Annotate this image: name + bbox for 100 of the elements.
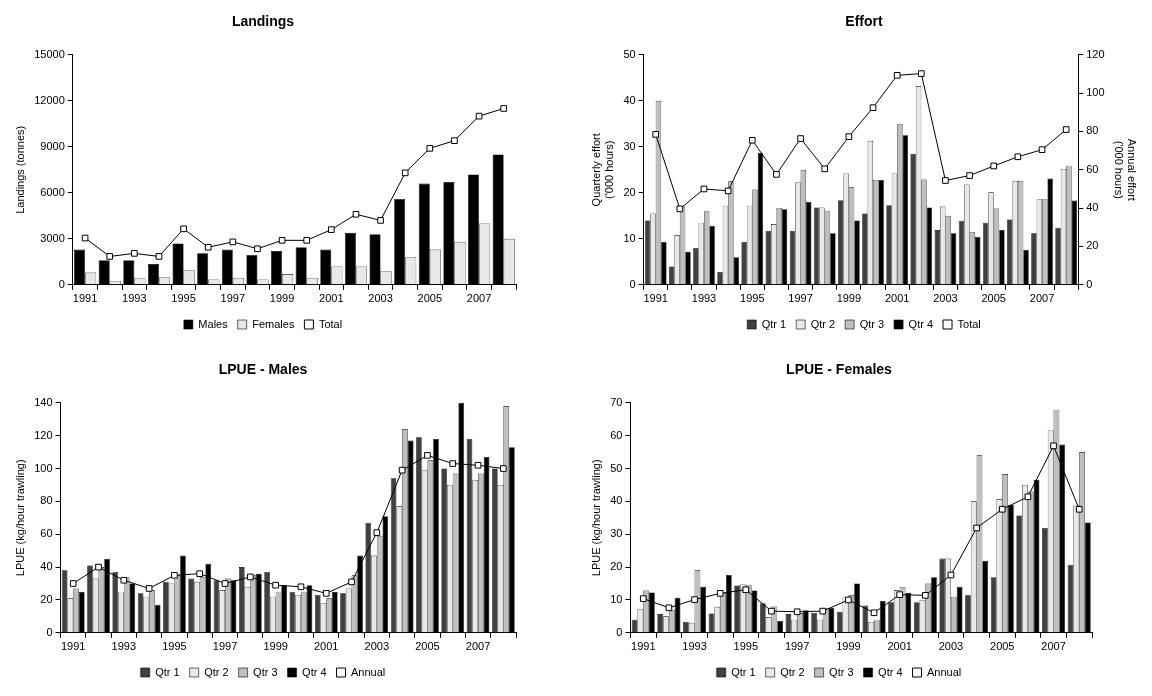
- x-tick-label: 2001: [887, 640, 912, 653]
- x-tick-label: 1995: [162, 640, 187, 653]
- x-tick-label: 2005: [990, 640, 1015, 653]
- y-tick-label: 50: [610, 461, 623, 474]
- point: [500, 465, 507, 472]
- x-tick-label: 1995: [740, 292, 765, 305]
- x-tick-label: 2003: [933, 292, 958, 305]
- legend-label: Qtr 4: [908, 317, 934, 330]
- point: [95, 563, 102, 571]
- y-tick-label: 20: [623, 185, 636, 198]
- legend-label: Qtr 2: [780, 665, 805, 678]
- point: [352, 210, 360, 218]
- point: [398, 466, 406, 474]
- y-tick-label: 6000: [40, 185, 65, 198]
- legend-label: Qtr 1: [761, 317, 787, 330]
- point: [966, 172, 973, 179]
- y-tick-label: 0: [616, 625, 623, 638]
- point: [81, 234, 89, 242]
- y-tick-label: 60: [40, 527, 53, 540]
- point: [665, 604, 673, 612]
- x-tick-label: 1999: [836, 640, 861, 653]
- x-tick-label: 2005: [981, 292, 1006, 305]
- legend-label: Total: [957, 317, 981, 330]
- point: [1014, 153, 1022, 161]
- x-tick-label: 1991: [72, 292, 98, 305]
- x-tick-label: 2001: [884, 292, 910, 305]
- point: [922, 592, 929, 599]
- point: [106, 253, 114, 260]
- x-tick-label: 1991: [643, 292, 668, 305]
- x-tick-label: 1993: [691, 292, 717, 305]
- x-tick-label: 1999: [269, 292, 295, 305]
- x-tick-label: 2001: [313, 640, 339, 653]
- point: [449, 460, 457, 467]
- point: [322, 590, 330, 597]
- chart-title: LPUE - Males: [218, 361, 308, 378]
- point: [845, 596, 852, 604]
- y-tick-label: 0: [58, 277, 65, 290]
- y2-tick-label: 80: [1086, 124, 1099, 137]
- y2-tick-label: 0: [1086, 277, 1093, 290]
- x-tick-label: 1991: [60, 640, 86, 653]
- point: [748, 136, 756, 144]
- x-tick-label: 1997: [220, 292, 246, 305]
- y2-axis-title: Annual effort ('000 hours): [1113, 138, 1139, 201]
- point: [180, 225, 187, 233]
- point: [1024, 493, 1032, 501]
- point: [328, 226, 335, 233]
- point: [246, 573, 254, 581]
- y2-tick-label: 60: [1086, 162, 1099, 175]
- x-tick-label: 2005: [417, 292, 443, 305]
- chart-title: Effort: [845, 13, 883, 30]
- x-tick-label: 2007: [1041, 640, 1066, 653]
- point: [401, 169, 409, 177]
- legend-label: Qtr 1: [731, 665, 756, 678]
- point: [742, 586, 750, 594]
- point: [917, 70, 925, 77]
- point: [896, 591, 904, 599]
- y-tick-label: 40: [623, 93, 636, 106]
- x-tick-label: 2003: [368, 292, 393, 305]
- point: [716, 590, 724, 597]
- y-tick-label: 10: [610, 592, 623, 605]
- point: [724, 187, 732, 195]
- x-tick-label: 1997: [788, 292, 813, 305]
- legend-label: Qtr 3: [859, 317, 885, 330]
- point: [254, 245, 261, 253]
- y-tick-label: 20: [610, 560, 623, 573]
- x-tick-label: 1997: [784, 640, 810, 653]
- legend-label: Qtr 2: [810, 317, 836, 330]
- point: [272, 581, 279, 589]
- point: [171, 571, 178, 579]
- y-tick-label: 10: [623, 231, 636, 244]
- legend-label: Qtr 3: [829, 665, 854, 678]
- y-tick-label: 70: [610, 395, 623, 408]
- point: [303, 237, 311, 244]
- point: [424, 452, 431, 459]
- x-tick-label: 1999: [836, 292, 862, 305]
- point: [639, 595, 647, 602]
- legend-label: Females: [252, 317, 295, 330]
- point: [155, 253, 163, 260]
- point: [145, 585, 153, 592]
- x-tick-label: 1995: [733, 640, 759, 653]
- y-tick-label: 0: [46, 625, 53, 638]
- y-axis-title: LPUE (kg/hour trawling): [13, 459, 26, 577]
- y2-tick-label: 120: [1086, 47, 1105, 60]
- legend-label: Qtr 2: [204, 665, 229, 678]
- point: [426, 145, 434, 152]
- x-tick-label: 2007: [465, 640, 491, 653]
- point: [700, 185, 708, 193]
- y-tick-label: 0: [629, 277, 636, 290]
- point: [229, 238, 237, 246]
- x-tick-label: 2001: [319, 292, 344, 305]
- point: [773, 171, 780, 178]
- legend-label: Qtr 4: [878, 665, 903, 678]
- x-tick-label: 1999: [263, 640, 288, 653]
- point: [1038, 146, 1046, 153]
- point: [821, 165, 829, 173]
- y-axis-title: Quarterly effort ('000 hours): [589, 133, 615, 207]
- x-tick-label: 1993: [122, 292, 147, 305]
- y-tick-label: 140: [34, 395, 53, 408]
- point: [475, 112, 483, 120]
- y-tick-label: 120: [34, 428, 53, 441]
